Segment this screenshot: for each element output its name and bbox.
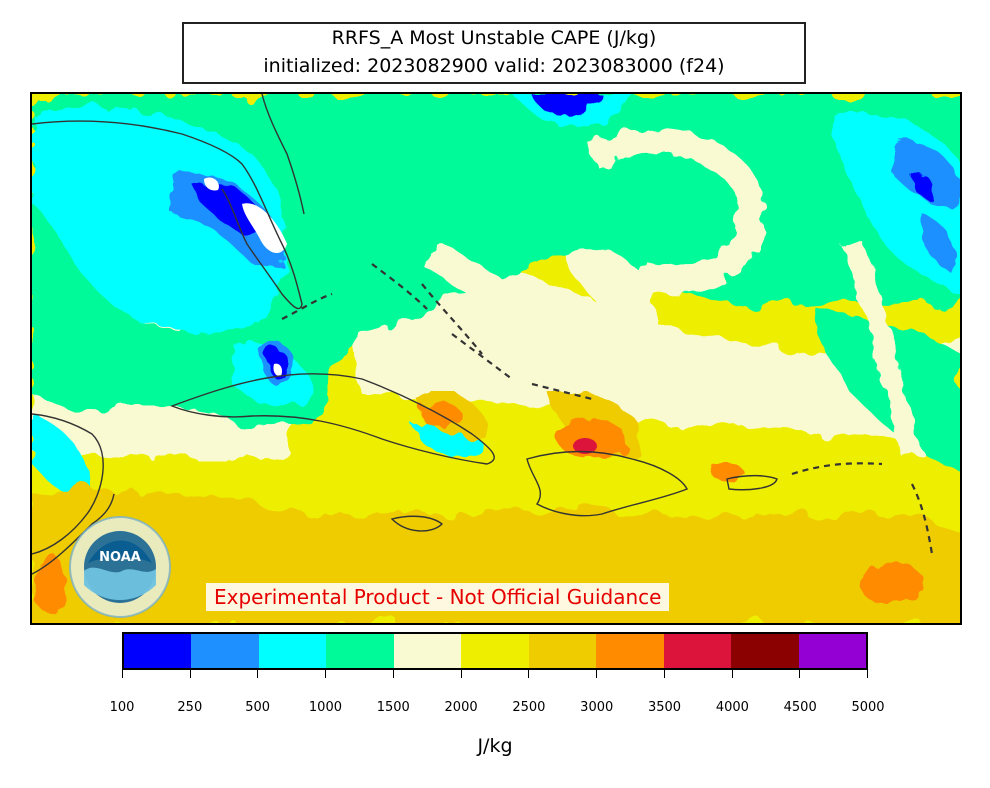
colorbar-tick [122,670,123,678]
colorbar-segment [596,634,664,668]
cape-3000-3500-region [34,402,924,614]
colorbar [122,632,868,670]
colorbar-tick-label: 2500 [512,700,546,715]
colorbar-tick [867,670,868,678]
coastlines [32,94,778,555]
map-panel [30,92,962,625]
cape-3500-4000-region [573,438,597,454]
colorbar-unit-label: J/kg [477,735,513,757]
colorbar-tick-label: 3500 [647,700,682,715]
colorbar-tick [189,670,191,678]
colorbar-tick-label: 4000 [715,700,749,715]
colorbar-tick [528,670,530,678]
colorbar-tick-label: 1000 [308,700,342,715]
colorbar-tick-label: 250 [177,700,203,715]
cape-below-100-patches [204,177,287,377]
colorbar-segment [663,634,732,668]
colorbar-tick [325,670,327,678]
colorbar-tick [663,670,665,678]
colorbar-tick [392,670,394,678]
colorbar-segment [461,634,529,668]
colorbar-segment [731,634,799,668]
disclaimer-label: Experimental Product - Not Official Guid… [206,583,670,611]
colorbar-tick-label: 1500 [376,700,410,715]
colorbar-tick-label: 4500 [783,700,817,715]
colorbar-tick-label: 2000 [444,700,478,715]
colorbar-segment [326,634,394,668]
colorbar-tick-label: 3000 [580,700,614,715]
colorbar-tick [731,670,733,678]
colorbar-segment [798,634,866,668]
chart-title: RRFS_A Most Unstable CAPE (J/kg) initial… [182,22,806,84]
title-line-2: initialized: 2023082900 valid: 202308300… [263,55,725,77]
colorbar-tick-label: 5000 [851,700,885,715]
colorbar-segment [393,634,462,668]
island-chains [281,263,934,555]
colorbar-segment [191,634,259,668]
noaa-logo-icon: NOAA [69,516,171,618]
colorbar-tick [257,670,259,678]
noaa-logo-text: NOAA [99,550,141,565]
title-line-1: RRFS_A Most Unstable CAPE (J/kg) [331,27,657,49]
colorbar-tick [799,670,801,678]
colorbar-segment [124,634,192,668]
colorbar-ticks [122,670,868,680]
colorbar-tick [596,670,598,678]
central-america-coast [32,493,115,575]
cape-field-map [32,94,960,623]
colorbar-tick-label: 500 [245,700,271,715]
colorbar-tick-label: 100 [109,700,135,715]
colorbar-segment [258,634,327,668]
colorbar-tick [460,670,462,678]
colorbar-segment [528,634,597,668]
